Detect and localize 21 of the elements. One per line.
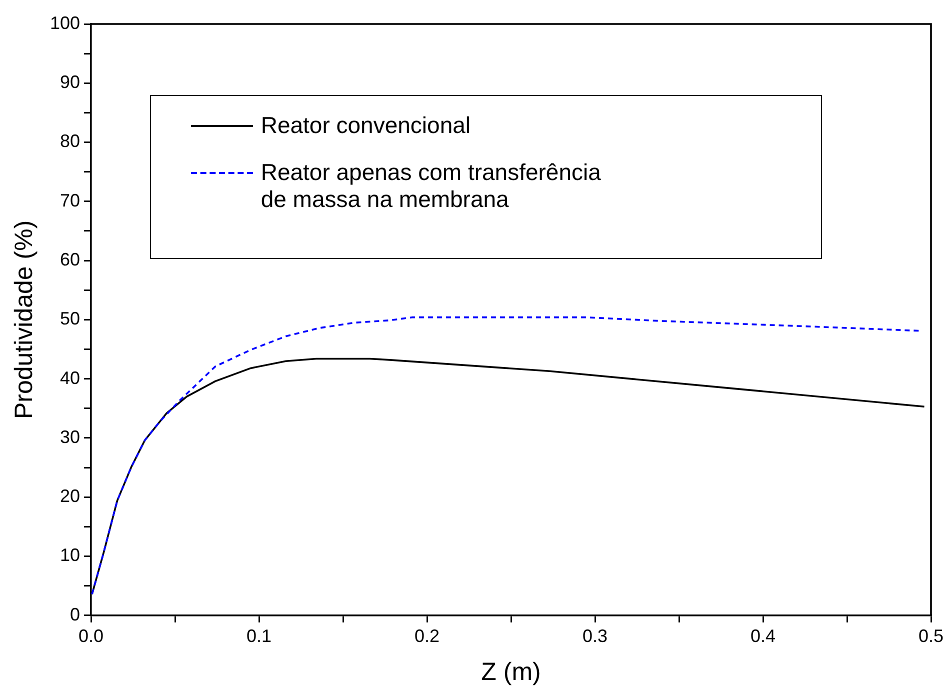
x-tick-label: 0.0 <box>78 626 104 646</box>
y-tick-label: 20 <box>60 486 80 506</box>
x-tick-label: 0.5 <box>918 626 944 646</box>
y-tick-label: 100 <box>50 12 80 33</box>
y-tick-label: 30 <box>60 426 80 447</box>
y-tick-label: 10 <box>60 545 80 566</box>
y-axis-title: Produtividade (%) <box>10 220 38 420</box>
y-tick-label: 0 <box>70 604 80 624</box>
x-tick-label: 0.1 <box>246 626 272 646</box>
x-tick-label: 0.2 <box>414 626 440 646</box>
x-axis-title: Z (m) <box>481 658 541 686</box>
y-tick-label: 90 <box>60 72 80 92</box>
y-tick-label: 60 <box>60 250 80 270</box>
legend-label: Reator apenas com transferência de massa na membrana <box>260 158 602 213</box>
y-tick-label: 50 <box>60 308 80 329</box>
x-tick-label: 0.3 <box>582 626 608 646</box>
y-tick-label: 40 <box>60 368 80 388</box>
y-tick-label: 80 <box>60 131 80 152</box>
legend-label: Reator convencional <box>260 112 472 139</box>
y-tick-label: 70 <box>60 190 80 210</box>
x-tick-label: 0.4 <box>750 626 776 646</box>
